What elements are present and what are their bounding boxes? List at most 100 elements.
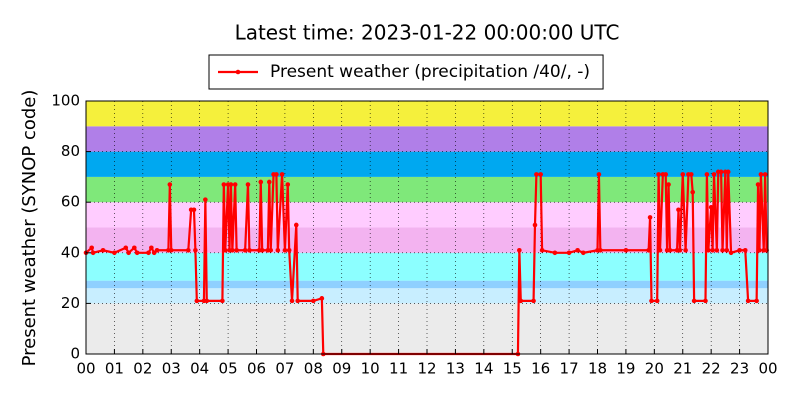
point [575, 247, 580, 253]
point [758, 172, 764, 177]
point [708, 204, 714, 210]
point [100, 247, 106, 253]
point [89, 245, 94, 251]
point [112, 250, 117, 256]
point [293, 222, 299, 228]
legend-marker [235, 69, 241, 75]
x-tick-label: 00 [76, 360, 95, 378]
x-tick-label: 22 [702, 360, 721, 378]
point [222, 247, 228, 253]
point [706, 247, 711, 253]
x-tick-label: 13 [446, 360, 465, 378]
band [86, 288, 768, 304]
point [279, 172, 285, 177]
point [710, 247, 715, 253]
point [285, 182, 291, 187]
point [703, 298, 708, 304]
point [168, 247, 174, 253]
chart-title: Latest time: 2023-01-22 00:00:00 UTC [235, 21, 620, 45]
point [203, 197, 208, 202]
point [518, 298, 524, 304]
x-tick-label: 10 [361, 360, 380, 378]
x-tick-label: 21 [673, 360, 692, 378]
point [623, 247, 629, 253]
band [86, 303, 768, 354]
point [728, 250, 734, 256]
point [534, 172, 539, 177]
point [221, 182, 227, 187]
point [230, 247, 235, 253]
band [86, 126, 768, 152]
point [711, 172, 717, 177]
point [268, 247, 274, 253]
point [552, 250, 558, 256]
x-tick-label: 01 [105, 360, 124, 378]
x-tick-label: 02 [133, 360, 152, 378]
point [275, 247, 281, 253]
point [724, 247, 730, 253]
point [259, 247, 265, 253]
point [725, 169, 731, 175]
point [154, 247, 160, 253]
point [194, 298, 200, 304]
x-tick-label: 15 [503, 360, 522, 378]
band [86, 252, 768, 281]
point [646, 247, 651, 253]
point [596, 172, 602, 177]
axes: 0 20 40 60 80 100 00 01 02 03 04 05 06 07 08 09 10 11 12 13… [51, 92, 777, 378]
point [538, 172, 543, 177]
point [232, 182, 238, 187]
point [286, 247, 292, 253]
point [742, 247, 748, 253]
point [531, 298, 536, 304]
point [704, 172, 710, 177]
point [245, 182, 251, 187]
x-tick-label: 17 [560, 360, 579, 378]
y-tick-label: 40 [61, 243, 80, 261]
point [654, 298, 660, 304]
point [755, 182, 761, 187]
point [193, 247, 198, 253]
point [274, 172, 279, 177]
x-tick-label: 07 [275, 360, 294, 378]
point [319, 296, 325, 301]
point [745, 298, 751, 304]
point [666, 182, 671, 187]
x-tick-label: 18 [588, 360, 607, 378]
y-tick-label: 80 [61, 142, 80, 160]
x-tick-label: 09 [332, 360, 351, 378]
point [220, 298, 225, 304]
point [149, 245, 154, 251]
x-tick-label: 14 [474, 360, 493, 378]
point [517, 247, 522, 253]
plot-frame [85, 100, 769, 355]
point [90, 250, 96, 256]
legend-box [208, 54, 604, 90]
point [657, 247, 663, 253]
x-tick-label: 04 [190, 360, 209, 378]
x-tick-label: 12 [417, 360, 436, 378]
band [86, 227, 768, 253]
point [676, 207, 681, 213]
x-tick-label: 05 [219, 360, 238, 378]
band [86, 202, 768, 228]
point [656, 172, 661, 177]
point [688, 172, 694, 177]
point [757, 247, 762, 253]
x-tick-label: 23 [730, 360, 749, 378]
point [737, 247, 742, 253]
point [720, 247, 725, 253]
x-tick-label: 03 [162, 360, 181, 378]
point [718, 169, 724, 175]
y-tick-label: 60 [61, 193, 80, 211]
point [598, 247, 603, 253]
point [311, 298, 316, 304]
point [266, 179, 272, 185]
point [234, 247, 239, 253]
x-tick-label: 00 [758, 360, 777, 378]
point [126, 250, 131, 256]
point [680, 172, 686, 177]
point [295, 298, 301, 304]
point [247, 247, 252, 253]
